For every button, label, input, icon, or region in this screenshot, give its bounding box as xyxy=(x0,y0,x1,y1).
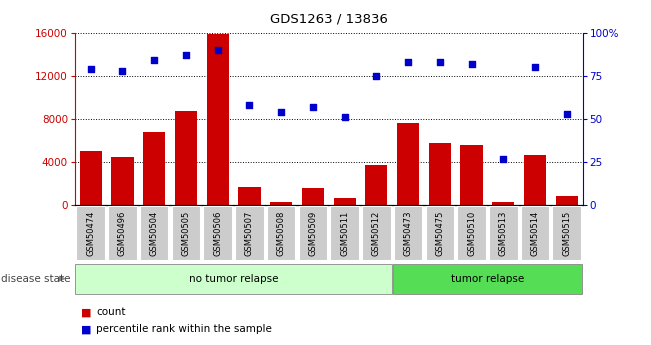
Point xyxy=(403,59,413,65)
Text: GSM50512: GSM50512 xyxy=(372,210,381,256)
Point xyxy=(562,111,572,117)
Bar xyxy=(238,187,260,205)
Text: GDS1263 / 13836: GDS1263 / 13836 xyxy=(270,12,388,25)
Text: GSM50511: GSM50511 xyxy=(340,210,349,256)
Bar xyxy=(492,202,514,205)
Point xyxy=(498,156,508,161)
Text: ■: ■ xyxy=(81,325,92,334)
Point xyxy=(244,102,255,108)
Text: GSM50474: GSM50474 xyxy=(86,210,95,256)
Text: GSM50475: GSM50475 xyxy=(436,210,445,256)
Point xyxy=(149,58,159,63)
FancyBboxPatch shape xyxy=(235,206,264,260)
FancyBboxPatch shape xyxy=(140,206,169,260)
Text: GSM50504: GSM50504 xyxy=(150,210,159,256)
Text: GSM50509: GSM50509 xyxy=(309,210,318,256)
FancyBboxPatch shape xyxy=(394,206,422,260)
Text: GSM50506: GSM50506 xyxy=(213,210,222,256)
Point xyxy=(212,47,223,53)
Text: ■: ■ xyxy=(81,307,92,317)
FancyBboxPatch shape xyxy=(489,206,518,260)
Point xyxy=(466,61,477,67)
Text: GSM50507: GSM50507 xyxy=(245,210,254,256)
Point xyxy=(530,65,540,70)
Bar xyxy=(175,111,197,205)
Bar xyxy=(143,132,165,205)
FancyBboxPatch shape xyxy=(172,206,201,260)
Text: GSM50513: GSM50513 xyxy=(499,210,508,256)
Point xyxy=(276,109,286,115)
Bar xyxy=(302,188,324,205)
Text: disease state: disease state xyxy=(1,274,71,284)
Point xyxy=(371,73,381,79)
Bar xyxy=(111,157,133,205)
Bar xyxy=(333,198,355,205)
Bar xyxy=(429,143,451,205)
Text: no tumor relapse: no tumor relapse xyxy=(189,274,278,284)
FancyBboxPatch shape xyxy=(521,206,549,260)
Point xyxy=(308,104,318,110)
Bar xyxy=(79,151,102,205)
Bar xyxy=(270,202,292,205)
Bar xyxy=(556,196,578,205)
FancyBboxPatch shape xyxy=(553,206,581,260)
Point xyxy=(435,59,445,65)
Bar xyxy=(397,123,419,205)
FancyBboxPatch shape xyxy=(76,206,105,260)
Bar xyxy=(524,155,546,205)
FancyBboxPatch shape xyxy=(426,206,454,260)
Bar xyxy=(460,145,482,205)
FancyBboxPatch shape xyxy=(299,206,327,260)
Text: GSM50510: GSM50510 xyxy=(467,210,476,256)
Point xyxy=(117,68,128,73)
FancyBboxPatch shape xyxy=(457,206,486,260)
FancyBboxPatch shape xyxy=(362,206,391,260)
Text: count: count xyxy=(96,307,126,317)
Point xyxy=(339,115,350,120)
Text: GSM50514: GSM50514 xyxy=(531,210,540,256)
Text: GSM50505: GSM50505 xyxy=(182,210,191,256)
FancyBboxPatch shape xyxy=(267,206,296,260)
FancyBboxPatch shape xyxy=(393,264,582,294)
Text: GSM50473: GSM50473 xyxy=(404,210,413,256)
Text: GSM50515: GSM50515 xyxy=(562,210,572,256)
Bar xyxy=(206,34,229,205)
Text: GSM50508: GSM50508 xyxy=(277,210,286,256)
Text: GSM50496: GSM50496 xyxy=(118,210,127,256)
Text: percentile rank within the sample: percentile rank within the sample xyxy=(96,325,272,334)
Text: tumor relapse: tumor relapse xyxy=(450,274,524,284)
Bar xyxy=(365,165,387,205)
FancyBboxPatch shape xyxy=(75,264,392,294)
FancyBboxPatch shape xyxy=(330,206,359,260)
FancyBboxPatch shape xyxy=(203,206,232,260)
Point xyxy=(85,66,96,72)
FancyBboxPatch shape xyxy=(108,206,137,260)
Point xyxy=(181,52,191,58)
